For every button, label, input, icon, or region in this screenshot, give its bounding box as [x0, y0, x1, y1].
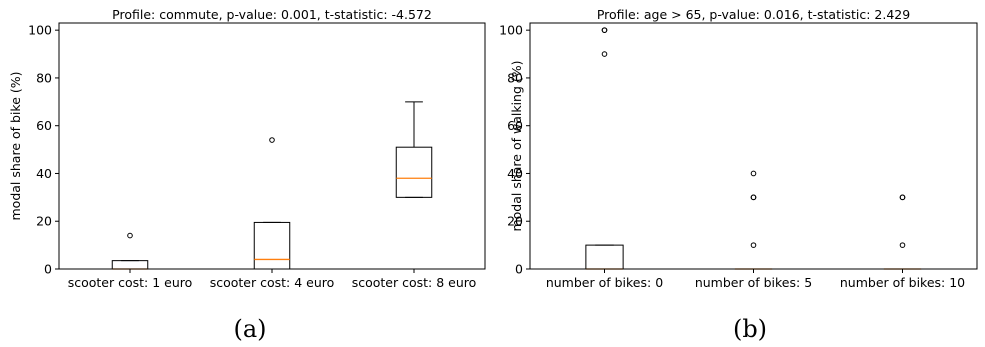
x-tick-label: scooter cost: 8 euro — [352, 275, 477, 290]
x-tick-label: number of bikes: 0 — [546, 275, 663, 290]
y-tick-label: 60 — [507, 118, 523, 133]
chart-title: Profile: commute, p-value: 0.001, t-stat… — [112, 7, 432, 22]
y-tick-label: 40 — [36, 166, 52, 181]
outlier-point — [601, 51, 608, 57]
outlier-point — [750, 242, 757, 248]
y-tick-label: 60 — [36, 118, 52, 133]
box-3 — [883, 194, 922, 270]
y-tick-label: 20 — [36, 214, 52, 229]
panel-caption: (a) — [233, 315, 266, 343]
outlier-point — [899, 194, 906, 201]
x-tick-label: scooter cost: 1 euro — [68, 275, 193, 290]
outlier-point — [750, 194, 757, 201]
y-tick-label: 20 — [507, 214, 523, 229]
box-body — [585, 244, 624, 270]
box-1 — [111, 232, 149, 270]
box-2 — [734, 170, 773, 270]
plot-frame — [529, 22, 978, 270]
chart-title: Profile: age > 65, p-value: 0.016, t-sta… — [597, 7, 910, 22]
outlier-point — [269, 137, 275, 143]
x-tick-label: scooter cost: 4 euro — [210, 275, 335, 290]
outlier-point — [127, 232, 133, 239]
box-3 — [395, 101, 433, 198]
box-body — [395, 146, 433, 198]
chart-panel-b: Profile: age > 65, p-value: 0.016, t-sta… — [499, 7, 978, 343]
x-tick-label: number of bikes: 5 — [695, 275, 812, 290]
plot-frame — [58, 22, 486, 270]
y-tick-label: 0 — [515, 262, 523, 277]
box-body — [111, 260, 149, 270]
chart-panel-a: Profile: commute, p-value: 0.001, t-stat… — [8, 7, 486, 343]
box-1 — [585, 27, 624, 270]
box-body — [253, 221, 291, 270]
y-axis-label: modal share of walking (%) — [509, 60, 524, 231]
y-tick-label: 0 — [44, 262, 52, 277]
y-tick-label: 100 — [28, 23, 52, 38]
y-tick-label: 80 — [507, 70, 523, 85]
panel-caption: (b) — [733, 315, 767, 343]
y-axis-label: modal share of bike (%) — [8, 71, 23, 220]
box-2 — [253, 137, 291, 270]
y-tick-label: 40 — [507, 166, 523, 181]
y-tick-label: 80 — [36, 70, 52, 85]
outlier-point — [601, 27, 608, 33]
x-tick-label: number of bikes: 10 — [840, 275, 965, 290]
outlier-point — [750, 170, 757, 177]
y-tick-label: 100 — [499, 23, 523, 38]
outlier-point — [899, 242, 906, 248]
